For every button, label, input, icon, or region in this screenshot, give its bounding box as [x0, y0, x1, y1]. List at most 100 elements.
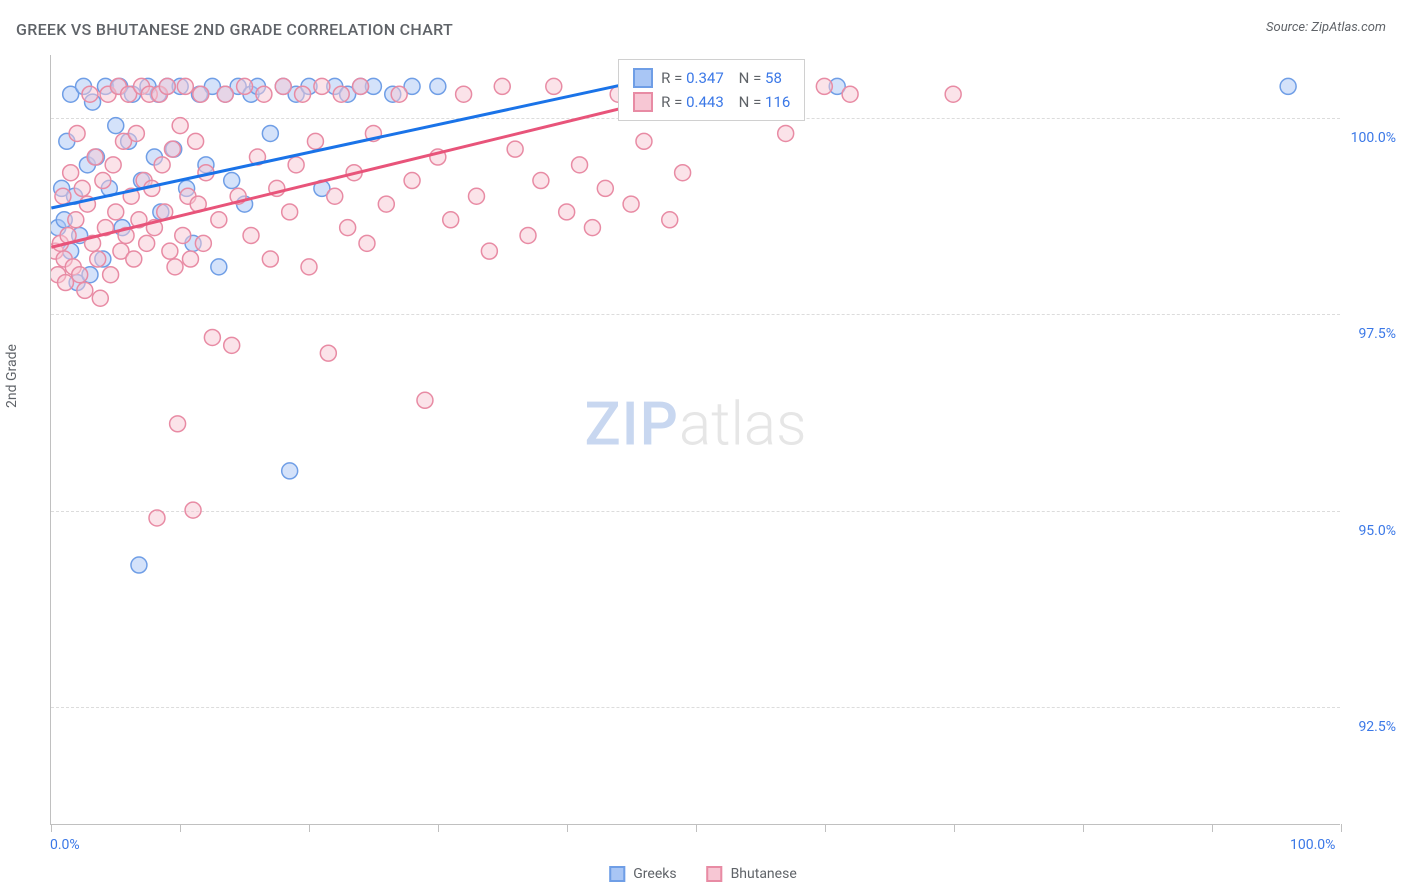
- y-axis-label: 2nd Grade: [4, 344, 20, 408]
- data-point: [182, 251, 198, 267]
- data-point: [636, 133, 652, 149]
- data-point: [175, 227, 191, 243]
- data-point: [507, 141, 523, 157]
- x-tick-label: 100.0%: [1290, 837, 1335, 853]
- data-point: [327, 188, 343, 204]
- data-point: [816, 78, 832, 94]
- x-tick: [825, 824, 826, 832]
- x-tick: [1083, 824, 1084, 832]
- data-point: [131, 557, 147, 573]
- data-point: [1280, 78, 1296, 94]
- data-point: [546, 78, 562, 94]
- data-point: [417, 392, 433, 408]
- data-point: [58, 275, 74, 291]
- data-point: [468, 188, 484, 204]
- legend-item: Greeks: [609, 866, 676, 882]
- source-attribution: Source: ZipAtlas.com: [1266, 20, 1386, 35]
- data-point: [224, 173, 240, 189]
- data-point: [584, 220, 600, 236]
- data-point: [92, 290, 108, 306]
- data-point: [95, 173, 111, 189]
- data-point: [307, 133, 323, 149]
- data-point: [243, 227, 259, 243]
- chart-plot-area: ZIPatlas R = 0.347 N = 58 R = 0.443 N = …: [50, 55, 1340, 825]
- legend-item: Bhutanese: [707, 866, 797, 882]
- data-point: [159, 78, 175, 94]
- data-point: [533, 173, 549, 189]
- data-point: [63, 165, 79, 181]
- data-point: [842, 86, 858, 102]
- data-point: [481, 243, 497, 259]
- y-tick-label: 100.0%: [1351, 130, 1396, 146]
- data-point: [195, 235, 211, 251]
- data-point: [295, 86, 311, 102]
- data-point: [211, 259, 227, 275]
- data-point: [494, 78, 510, 94]
- data-point: [128, 125, 144, 141]
- data-point: [108, 204, 124, 220]
- legend-swatch: [707, 866, 723, 882]
- data-point: [55, 188, 71, 204]
- data-point: [164, 141, 180, 157]
- data-point: [185, 502, 201, 518]
- y-tick-label: 92.5%: [1358, 719, 1396, 735]
- data-point: [282, 463, 298, 479]
- x-tick: [696, 824, 697, 832]
- data-point: [69, 125, 85, 141]
- data-point: [443, 212, 459, 228]
- data-point: [139, 235, 155, 251]
- correlation-stats-legend: R = 0.347 N = 58 R = 0.443 N = 116: [618, 59, 805, 121]
- data-point: [262, 125, 278, 141]
- data-point: [675, 165, 691, 181]
- data-point: [188, 133, 204, 149]
- series-legend: Greeks Bhutanese: [609, 866, 796, 882]
- data-point: [224, 337, 240, 353]
- data-point: [359, 235, 375, 251]
- data-point: [256, 86, 272, 102]
- x-tick: [954, 824, 955, 832]
- data-point: [90, 251, 106, 267]
- data-point: [172, 118, 188, 134]
- data-point: [288, 157, 304, 173]
- x-tick: [1341, 824, 1342, 832]
- legend-swatch: [633, 68, 653, 88]
- data-point: [353, 78, 369, 94]
- data-point: [378, 196, 394, 212]
- legend-stats-text: R = 0.443 N = 116: [661, 90, 790, 114]
- data-point: [262, 251, 278, 267]
- legend-swatch: [633, 92, 653, 112]
- data-point: [572, 157, 588, 173]
- data-point: [275, 78, 291, 94]
- data-point: [162, 243, 178, 259]
- x-tick: [438, 824, 439, 832]
- data-point: [559, 204, 575, 220]
- data-point: [72, 267, 88, 283]
- data-point: [778, 125, 794, 141]
- legend-row: R = 0.443 N = 116: [633, 90, 790, 114]
- data-point: [404, 173, 420, 189]
- data-point: [149, 510, 165, 526]
- data-point: [82, 86, 98, 102]
- x-tick: [567, 824, 568, 832]
- legend-label: Bhutanese: [731, 866, 797, 882]
- data-point: [204, 330, 220, 346]
- x-tick: [309, 824, 310, 832]
- data-point: [77, 282, 93, 298]
- data-point: [177, 78, 193, 94]
- data-point: [126, 251, 142, 267]
- data-point: [74, 180, 90, 196]
- data-point: [945, 86, 961, 102]
- data-point: [167, 259, 183, 275]
- data-point: [430, 78, 446, 94]
- data-point: [154, 157, 170, 173]
- legend-stats-text: R = 0.347 N = 58: [661, 66, 782, 90]
- data-point: [108, 118, 124, 134]
- data-point: [340, 220, 356, 236]
- chart-title: GREEK VS BHUTANESE 2ND GRADE CORRELATION…: [16, 20, 453, 39]
- data-point: [105, 157, 121, 173]
- data-point: [623, 196, 639, 212]
- data-point: [320, 345, 336, 361]
- data-point: [237, 78, 253, 94]
- scatter-plot-svg: [51, 55, 1340, 824]
- legend-label: Greeks: [633, 866, 676, 882]
